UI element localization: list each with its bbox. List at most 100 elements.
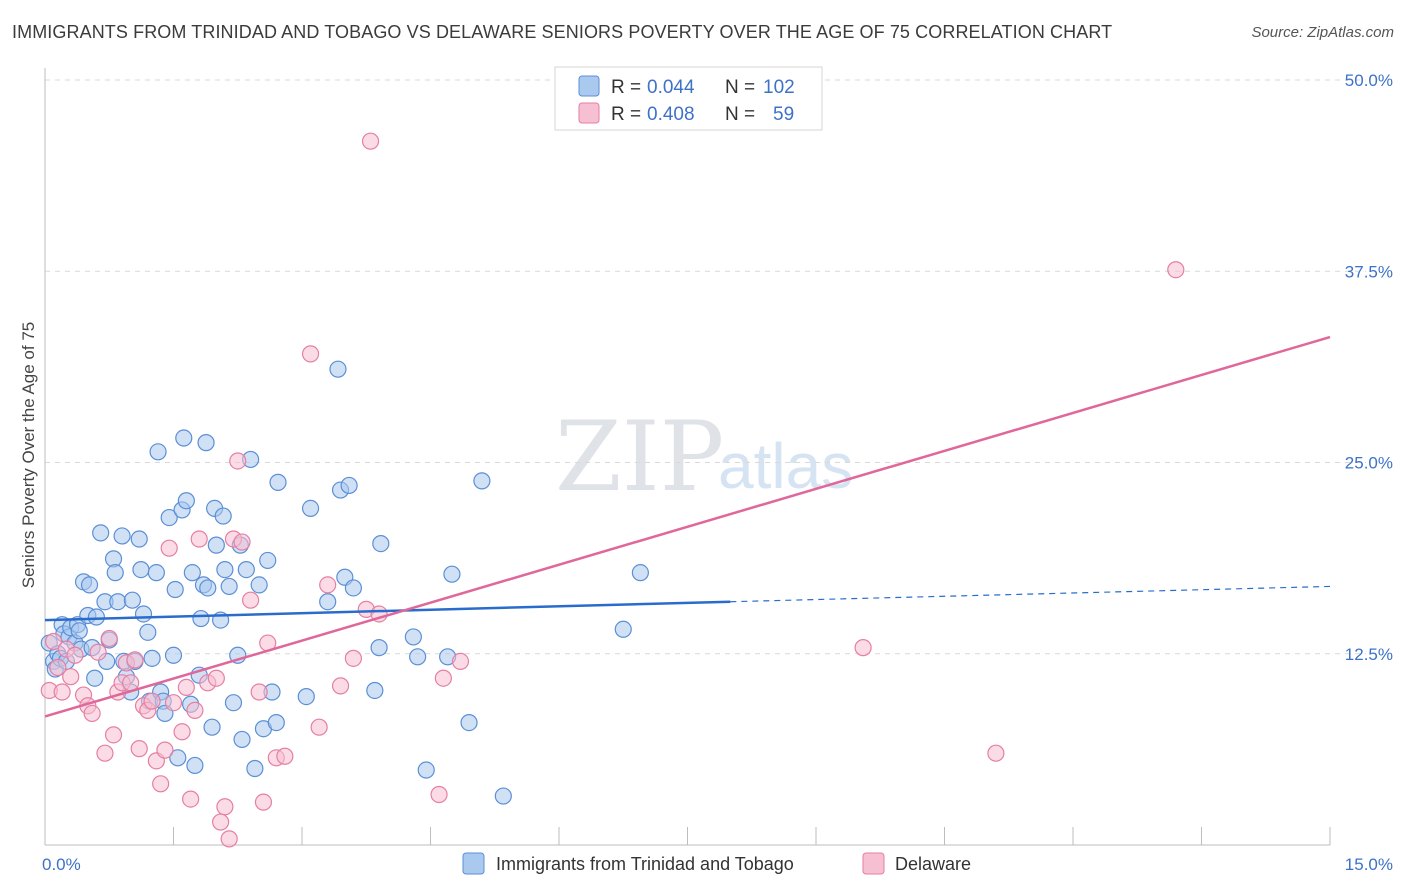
trinidad-point [404,628,422,646]
trinidad-point [460,713,478,732]
trinidad-point [132,560,150,579]
delaware-point [212,813,230,831]
trinidad-point [494,787,512,805]
trinidad-point [267,713,285,732]
y-tick-labels: 12.5% 25.0% 37.5% 50.0% [1345,71,1393,664]
trinidad-point [164,646,183,664]
delaware-point [53,683,71,701]
bottom-legend-label-2: Delaware [895,854,971,874]
delaware-point [254,793,273,811]
delaware-point [451,652,470,671]
legend-r-label-2: R = [611,104,641,125]
trinidad-point [297,687,315,706]
watermark-zip: ZIP [555,401,724,513]
trinidad-point [199,579,217,597]
y-tick-label-2: 37.5% [1345,262,1393,281]
delaware-point [1167,261,1185,279]
trinidad-point [92,524,110,542]
legend-r-value-1: 0.044 [647,77,695,98]
trinidad-point [366,681,384,700]
delaware-point [434,669,452,687]
trinidad-point [87,608,106,626]
trinidad-point [197,434,215,452]
trinidad-point [86,669,104,687]
watermark-atlas: atlas [718,430,853,502]
trinidad-point [80,576,99,594]
delaware-point [186,701,204,719]
delaware-point [83,704,101,723]
trinidad-point [160,508,178,527]
delaware-point [177,678,195,697]
legend-r-value-2: 0.408 [647,104,695,125]
delaware-point [156,741,174,759]
trinidad-point [106,564,124,582]
trinidad-point [220,577,238,596]
delaware-point [126,651,144,669]
x-tick-label-1: 15.0% [1345,855,1393,874]
trinidad-point [614,620,632,638]
trinidad-point [409,648,427,666]
trinidad-point [207,536,225,554]
delaware-point [216,798,234,816]
legend-r-label-1: R = [611,77,641,98]
x-tick-labels: 0.0% 15.0% [42,855,1393,874]
trinidad-point [370,639,388,657]
delaware-point [987,744,1005,762]
trinidad-point [149,443,167,461]
trinidad-point [214,507,232,525]
trinidad-point [329,360,347,378]
delaware-point [250,683,268,701]
y-axis-label: Seniors Poverty Over the Age of 75 [19,322,38,588]
trinidad-point [147,564,165,582]
delaware-point [276,747,294,765]
delaware-point [319,576,337,594]
delaware-point [173,723,191,741]
delaware-point [233,533,251,551]
trinidad-point [319,593,337,611]
bottom-legend-swatch-pink [862,852,885,875]
trinidad-point [301,499,320,517]
trinidad-point [246,759,264,778]
delaware-point [164,694,183,712]
trinidad-point [186,756,204,775]
trinidad-point [134,605,153,623]
x-tick-label-0: 0.0% [42,855,81,874]
delaware-point [331,677,350,695]
delaware-point [190,530,208,548]
trinidad-point [175,429,193,447]
trinidad-trend-line-dashed [730,585,1331,603]
trinidad-trend-line [44,600,731,622]
legend: R = 0.044 N = 102 R = 0.408 N = 59 [554,66,823,131]
trinidad-point [183,564,201,582]
delaware-point [430,785,448,804]
delaware-point [854,639,872,657]
delaware-point [182,790,200,808]
trinidad-point [344,579,362,597]
trinidad-point [113,527,131,545]
trinidad-point [216,560,234,579]
bottom-legend: Immigrants from Trinidad and Tobago Dela… [462,852,971,875]
delaware-point [100,629,118,648]
delaware-point [160,539,178,557]
legend-n-value-1: 102 [763,77,795,98]
trinidad-point [250,576,268,594]
trinidad-point [166,580,184,599]
delaware-point [143,692,161,710]
delaware-point [130,740,148,758]
trinidad-point [233,730,251,749]
trinidad-point [143,649,161,667]
y-tick-label-0: 12.5% [1345,645,1393,664]
legend-swatch-blue [578,75,600,97]
y-tick-label-3: 50.0% [1345,71,1393,90]
trinidad-point [340,476,358,495]
trinidad-point [259,551,277,570]
trinidad-point [237,560,255,579]
delaware-point [152,775,170,793]
delaware-point [62,668,80,686]
trinidad-point [203,718,221,736]
delaware-point [229,452,247,470]
delaware-point [344,649,362,667]
delaware-point [66,646,84,664]
trend-lines [44,335,1331,718]
